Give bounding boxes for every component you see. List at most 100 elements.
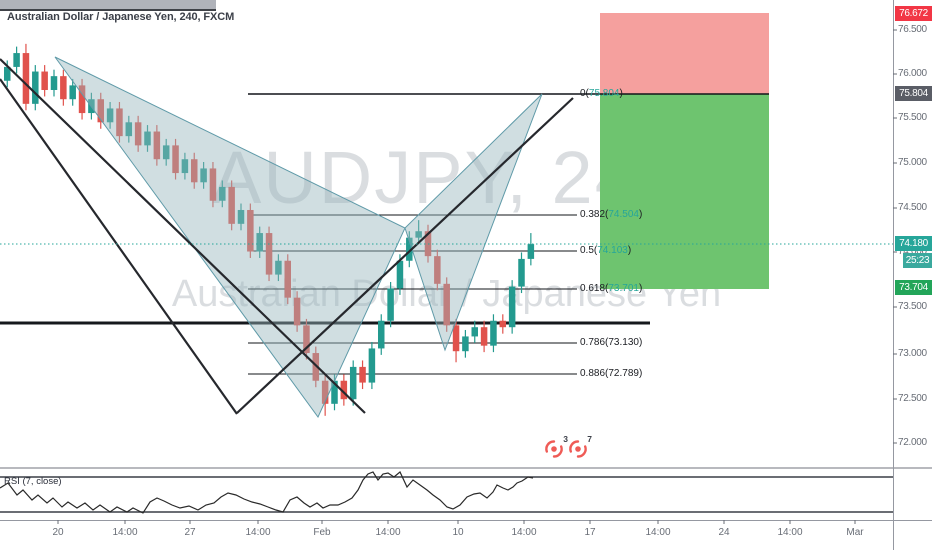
time-axis-tick-label: 10 [452, 527, 464, 538]
candle-body [265, 233, 273, 275]
price-axis-tick-label: 76.000 [898, 68, 927, 79]
rsi-plot-line [0, 471, 534, 514]
candle-body [415, 231, 422, 238]
countdown-label: 25:23 [903, 253, 932, 268]
candle-body [256, 233, 263, 252]
fib-level-label: 0.886(72.789) [580, 368, 643, 379]
time-axis-tick-label: 24 [718, 527, 730, 538]
time-axis-tick-label: Feb [313, 527, 331, 538]
circular-arrows-icon [569, 440, 587, 458]
candle-body [387, 288, 394, 321]
candle-body [406, 237, 413, 261]
candle-body [340, 380, 348, 400]
stop-price-label: 76.672 [895, 6, 932, 21]
candle-body [378, 320, 385, 349]
price-axis-tick-label: 72.500 [898, 393, 927, 404]
candle-body [97, 99, 104, 123]
candle-body [527, 244, 535, 259]
candle-body [434, 256, 441, 284]
candle-body [490, 320, 497, 346]
candle-body [499, 320, 507, 328]
short-stop-zone[interactable] [600, 13, 769, 94]
candle-body [443, 283, 450, 326]
candle-body [452, 325, 460, 352]
reaction-count: 7 [587, 434, 592, 444]
candle-body [106, 108, 114, 123]
time-axis-tick-label: 14:00 [511, 527, 537, 538]
candle-body [4, 66, 11, 81]
time-axis-tick-label: Mar [846, 527, 864, 538]
candle-body [368, 348, 376, 383]
candle-body [172, 145, 179, 174]
trend-line[interactable] [236, 97, 574, 414]
harmonic-pattern-triangle[interactable] [54, 56, 406, 418]
candle-body [462, 336, 469, 352]
replay-reaction-icon[interactable]: 3 [544, 434, 568, 461]
entry-price-label: 75.804 [895, 86, 932, 101]
price-axis-tick-label: 72.000 [898, 437, 927, 448]
price-axis[interactable] [894, 0, 932, 550]
candle-body [60, 76, 67, 100]
candle-body [508, 286, 516, 328]
circular-arrows-icon [545, 440, 563, 458]
candle-body [22, 53, 30, 104]
price-axis-tick-label: 75.500 [898, 112, 927, 123]
candle-body [303, 325, 310, 354]
candle-body [191, 159, 198, 183]
candle-body [13, 53, 20, 67]
candle-body [125, 122, 133, 137]
short-profit-zone[interactable] [600, 94, 769, 289]
time-axis-tick-label: 17 [584, 527, 596, 538]
price-axis-tick-label: 75.000 [898, 157, 927, 168]
candle-body [50, 76, 58, 90]
time-axis-tick-label: 14:00 [112, 527, 138, 538]
candle-body [247, 209, 254, 252]
symbol-title[interactable]: Australian Dollar / Japanese Yen, 240, F… [7, 11, 235, 23]
fib-level-label: 0.786(73.130) [580, 337, 643, 348]
candle-body [312, 353, 320, 381]
fib-level-label: 0(75.804) [580, 88, 623, 99]
fib-level-label: 0.382(74.504) [580, 209, 643, 220]
top-toolbar-edge [0, 0, 216, 11]
candle-body [162, 145, 170, 160]
price-axis-tick-label: 73.000 [898, 348, 927, 359]
fib-level-label: 0.5(74.103) [580, 245, 632, 256]
price-axis-tick-label: 76.500 [898, 24, 927, 35]
candle-body [116, 108, 123, 137]
price-axis-tick-label: 74.000 [898, 246, 927, 257]
target-price-label: 73.704 [895, 280, 932, 295]
price-axis-tick-label: 74.500 [898, 202, 927, 213]
candle-body [359, 366, 366, 383]
trend-line[interactable] [0, 78, 238, 415]
candle-body [209, 168, 217, 201]
candle-body [275, 260, 282, 275]
time-axis-tick-label: 14:00 [245, 527, 271, 538]
price-axis-tick-label: 73.500 [898, 301, 927, 312]
candle-body [471, 327, 478, 337]
candle-body [200, 168, 207, 183]
candle-body [480, 327, 488, 346]
candle-body [331, 380, 338, 404]
candle-body [293, 297, 301, 326]
candle-body [219, 186, 226, 201]
last-price-label: 74.180 [895, 236, 932, 251]
fib-level-label: 0.618(73.701) [580, 283, 643, 294]
candle-body [181, 159, 189, 174]
time-axis-tick-label: 14:00 [777, 527, 803, 538]
harmonic-pattern-triangle[interactable] [404, 93, 543, 352]
candle-body [396, 260, 404, 289]
candle-body [284, 260, 291, 298]
reaction-count: 3 [563, 434, 568, 444]
candle-body [69, 85, 76, 100]
indicator-label[interactable]: RSI (7, close) [4, 476, 62, 487]
time-axis-tick-label: 14:00 [645, 527, 671, 538]
time-axis-tick-label: 20 [52, 527, 64, 538]
candle-body [518, 258, 525, 287]
candle-body [228, 186, 235, 224]
replay-reaction-icon[interactable]: 7 [568, 434, 592, 461]
candle-body [32, 71, 39, 104]
time-axis-tick-label: 14:00 [375, 527, 401, 538]
trend-line[interactable] [0, 58, 366, 414]
